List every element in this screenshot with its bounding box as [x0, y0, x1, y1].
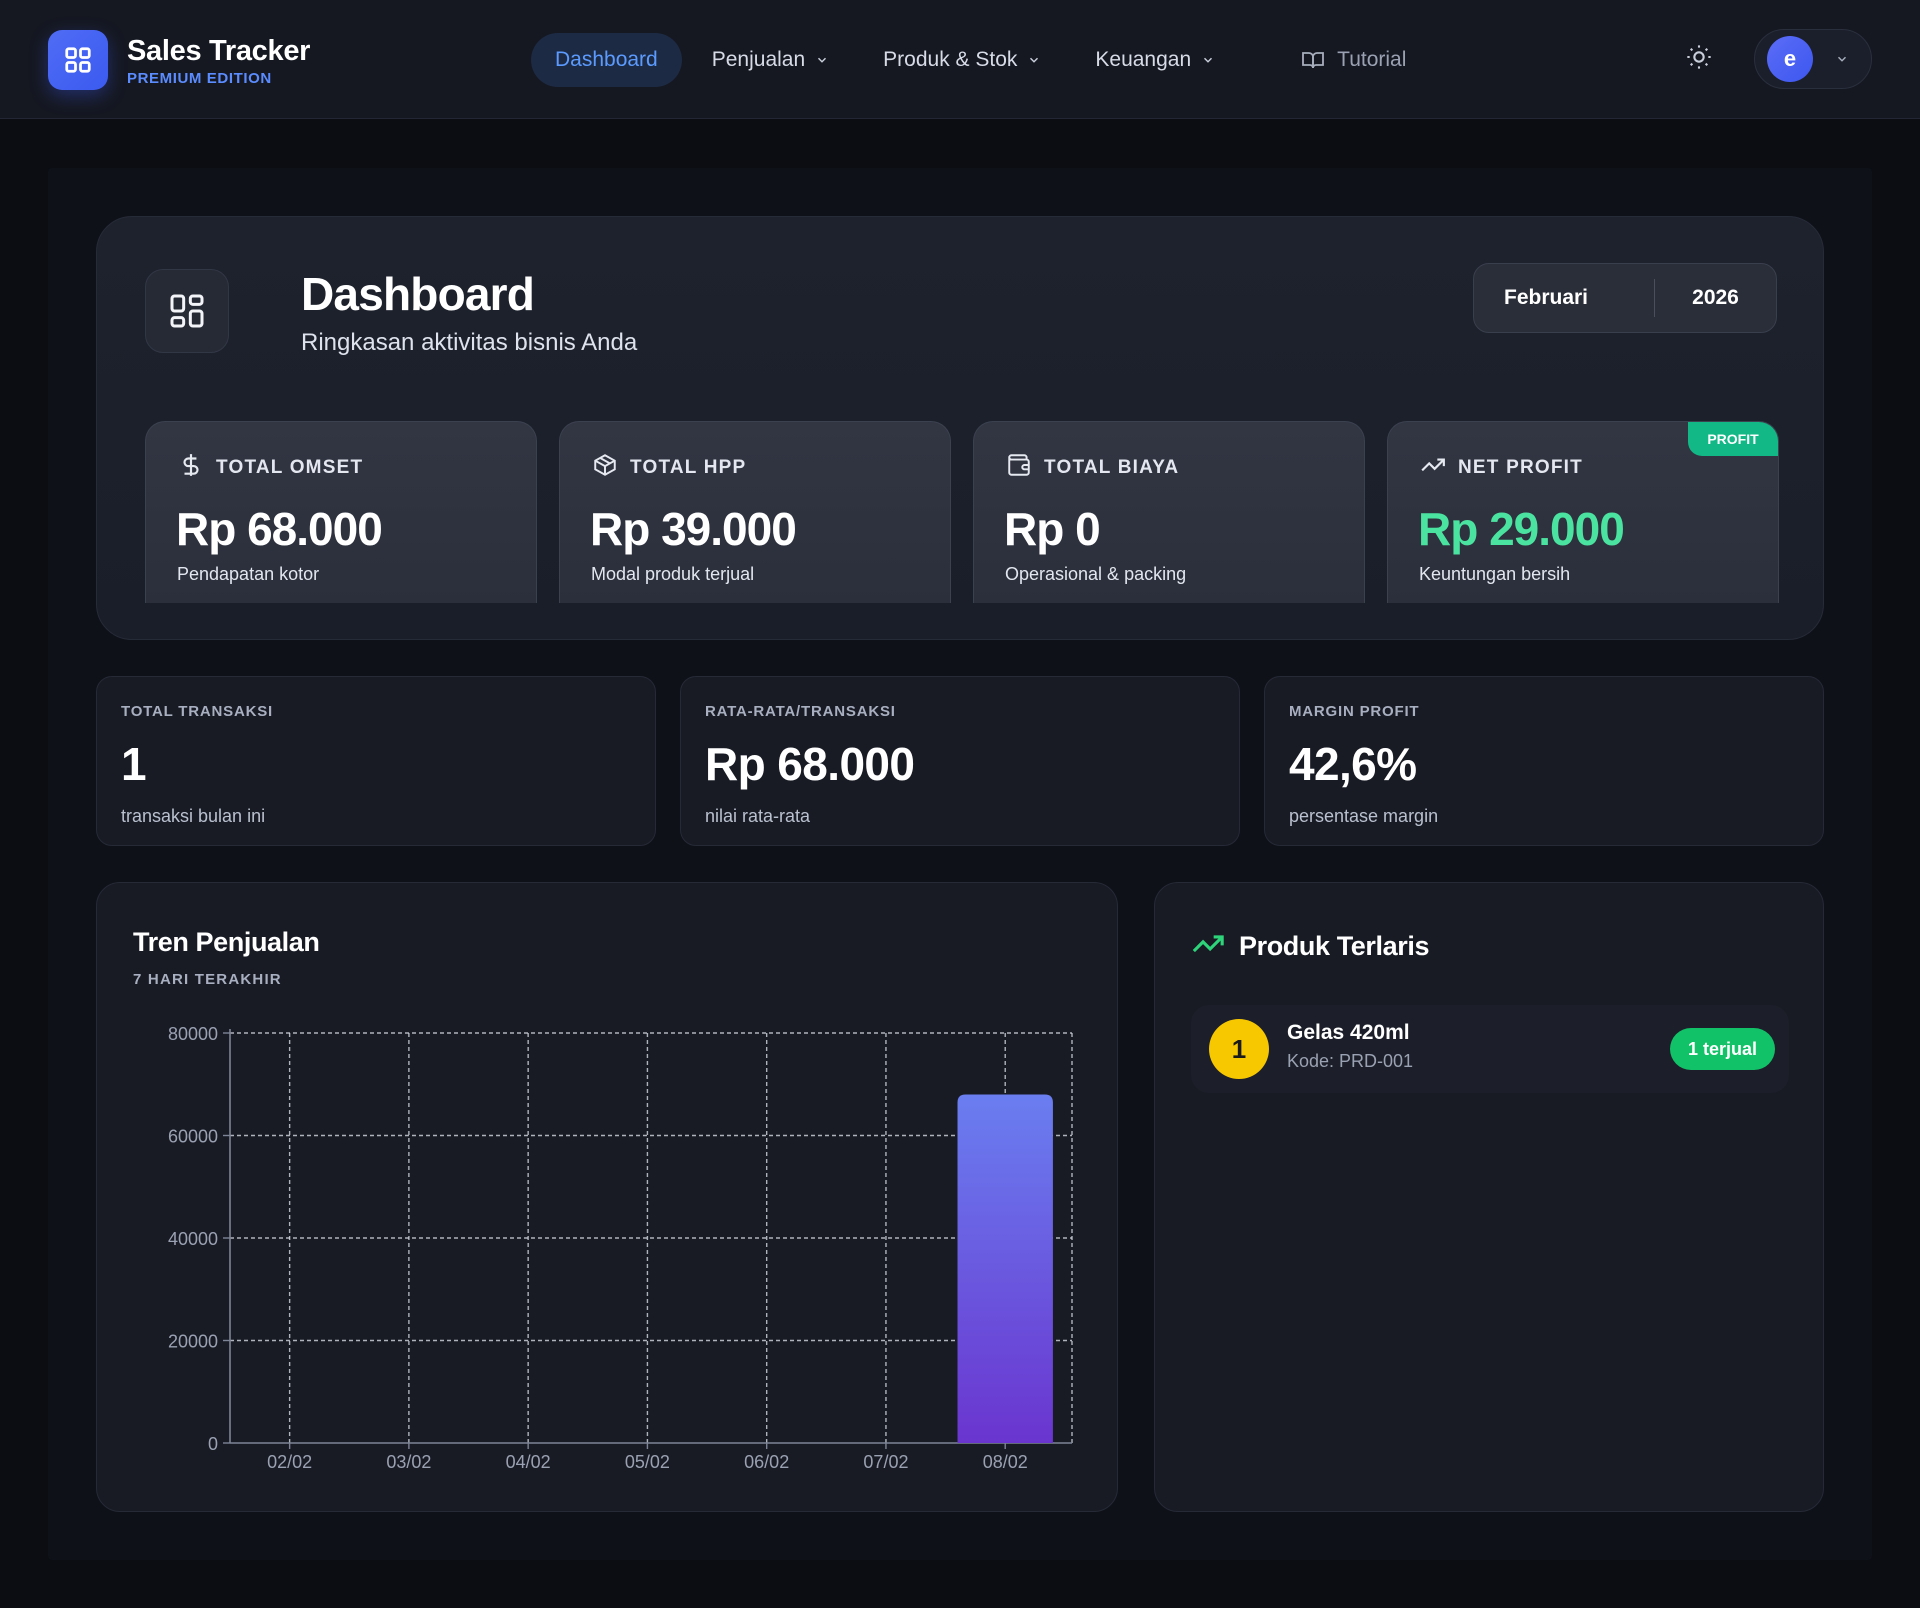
- app-edition: PREMIUM EDITION: [127, 69, 272, 87]
- nav-keuangan-label: Keuangan: [1095, 48, 1192, 71]
- kpi-value: Rp 39.000: [590, 503, 797, 555]
- kpi-value: Rp 29.000: [1418, 503, 1625, 555]
- stat-value: Rp 68.000: [705, 738, 915, 790]
- stat-note: transaksi bulan ini: [121, 806, 266, 826]
- product-code: Kode: PRD-001: [1287, 1051, 1414, 1071]
- chart-subtitle: 7 HARI TERAKHIR: [133, 971, 282, 988]
- y-tick-label: 40000: [168, 1229, 218, 1249]
- kpi-row: TOTAL OMSET Rp 68.000 Pendapatan kotor T…: [145, 421, 1779, 603]
- bar: [957, 1094, 1053, 1443]
- user-menu-button[interactable]: e: [1754, 29, 1872, 89]
- kpi-note: Keuntungan bersih: [1419, 564, 1571, 584]
- stat-value: 1: [121, 738, 147, 790]
- sun-icon: [1685, 43, 1713, 76]
- chart-title: Tren Penjualan: [133, 927, 320, 957]
- kpi-label: TOTAL BIAYA: [1044, 456, 1180, 478]
- avatar: e: [1767, 36, 1813, 82]
- main-content: Dashboard Ringkasan aktivitas bisnis And…: [48, 168, 1872, 1560]
- stat-card-rata-rata: RATA-RATA/TRANSAKSI Rp 68.000 nilai rata…: [680, 676, 1240, 846]
- period-selector: Februari 2026: [1473, 263, 1777, 333]
- brand[interactable]: Sales Tracker PREMIUM EDITION: [48, 30, 310, 90]
- stat-note: nilai rata-rata: [705, 806, 811, 826]
- chevron-down-icon: [1027, 53, 1041, 67]
- dashboard-hero: Dashboard Ringkasan aktivitas bisnis And…: [96, 216, 1824, 640]
- kpi-value: Rp 0: [1004, 503, 1101, 555]
- nav-tutorial-label: Tutorial: [1337, 48, 1407, 71]
- top-products-title: Produk Terlaris: [1239, 931, 1430, 961]
- y-tick-label: 0: [208, 1434, 218, 1454]
- kpi-value: Rp 68.000: [176, 503, 383, 555]
- chevron-down-icon: [815, 53, 829, 67]
- kpi-label: TOTAL OMSET: [216, 456, 364, 478]
- period-divider: [1654, 279, 1655, 317]
- top-products-card: Produk Terlaris 1 Gelas 420ml Kode: PRD-…: [1154, 882, 1824, 1512]
- sold-count-badge: 1 terjual: [1669, 1028, 1775, 1070]
- stat-label: RATA-RATA/TRANSAKSI: [705, 703, 896, 720]
- list-item[interactable]: 1 Gelas 420ml Kode: PRD-001 1 terjual: [1191, 1005, 1789, 1093]
- stat-label: MARGIN PROFIT: [1289, 703, 1420, 720]
- y-tick-label: 60000: [168, 1127, 218, 1147]
- sales-trend-chart: 0 20000 40000 60000 80000 02/02 03/02 04/02 05/0…: [168, 1024, 1073, 1472]
- trending-up-icon: [1420, 452, 1446, 483]
- product-name: Gelas 420ml: [1287, 1021, 1410, 1044]
- kpi-card-net-profit: PROFIT NET PROFIT Rp 29.000 Keuntungan b…: [1387, 421, 1779, 603]
- x-tick-label: 06/02: [744, 1452, 789, 1472]
- dollar-icon: [178, 452, 204, 483]
- kpi-label: NET PROFIT: [1458, 456, 1583, 478]
- stat-note: persentase margin: [1289, 806, 1439, 826]
- kpi-note: Modal produk terjual: [591, 564, 755, 584]
- y-tick-label: 80000: [168, 1024, 218, 1044]
- x-tick-label: 05/02: [625, 1452, 670, 1472]
- top-navbar: Sales Tracker PREMIUM EDITION Dashboard …: [0, 0, 1920, 119]
- year-select[interactable]: 2026: [1692, 286, 1739, 309]
- nav-penjualan-label: Penjualan: [711, 48, 806, 71]
- page-subtitle: Ringkasan aktivitas bisnis Anda: [301, 329, 638, 356]
- app-title: Sales Tracker: [127, 34, 311, 67]
- main-nav: Dashboard Penjualan Produk & Stok Keuang…: [531, 33, 1436, 87]
- stat-label: TOTAL TRANSAKSI: [121, 703, 274, 720]
- kpi-card-total-biaya: TOTAL BIAYA Rp 0 Operasional & packing: [973, 421, 1365, 603]
- wallet-icon: [1006, 452, 1032, 483]
- dashboard-icon: [145, 269, 229, 353]
- kpi-note: Pendapatan kotor: [177, 564, 320, 584]
- x-tick-label: 07/02: [863, 1452, 908, 1472]
- chevron-down-icon: [1201, 53, 1215, 67]
- stat-card-margin-profit: MARGIN PROFIT 42,6% persentase margin: [1264, 676, 1824, 846]
- grid-icon: [48, 30, 108, 90]
- profit-badge: PROFIT: [1688, 422, 1778, 456]
- kpi-card-total-omset: TOTAL OMSET Rp 68.000 Pendapatan kotor: [145, 421, 537, 603]
- x-tick-label: 02/02: [267, 1452, 312, 1472]
- nav-produk-stok[interactable]: Produk & Stok: [859, 33, 1065, 87]
- x-tick-label: 04/02: [506, 1452, 551, 1472]
- nav-keuangan[interactable]: Keuangan: [1071, 33, 1239, 87]
- kpi-label: TOTAL HPP: [630, 456, 747, 478]
- nav-dashboard-label: Dashboard: [555, 48, 658, 71]
- y-tick-label: 20000: [168, 1332, 218, 1352]
- x-tick-label: 08/02: [983, 1452, 1028, 1472]
- box-icon: [592, 452, 618, 483]
- theme-toggle-button[interactable]: [1682, 42, 1716, 76]
- nav-produk-stok-label: Produk & Stok: [883, 48, 1018, 71]
- kpi-card-total-hpp: TOTAL HPP Rp 39.000 Modal produk terjual: [559, 421, 951, 603]
- rank-badge: 1: [1209, 1019, 1269, 1079]
- stat-value: 42,6%: [1289, 738, 1417, 790]
- nav-dashboard[interactable]: Dashboard: [531, 33, 682, 87]
- nav-penjualan[interactable]: Penjualan: [688, 33, 853, 87]
- x-tick-label: 03/02: [386, 1452, 431, 1472]
- sales-trend-card: Tren Penjualan 7 HARI TERAKHIR 0 20000 400…: [96, 882, 1118, 1512]
- trending-up-icon: [1191, 927, 1225, 966]
- stat-card-total-transaksi: TOTAL TRANSAKSI 1 transaksi bulan ini: [96, 676, 656, 846]
- month-select[interactable]: Februari: [1504, 286, 1589, 309]
- page-title: Dashboard: [301, 268, 535, 320]
- nav-tutorial[interactable]: Tutorial: [1277, 33, 1430, 87]
- chevron-down-icon: [1835, 52, 1849, 66]
- book-icon: [1301, 48, 1325, 72]
- kpi-note: Operasional & packing: [1005, 564, 1187, 584]
